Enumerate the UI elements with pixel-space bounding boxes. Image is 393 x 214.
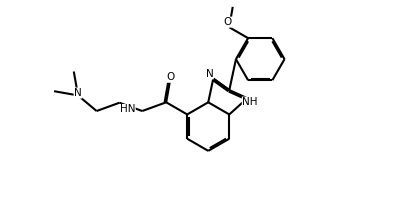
Text: O: O bbox=[224, 17, 232, 27]
Text: N: N bbox=[74, 88, 82, 98]
Text: N: N bbox=[206, 69, 213, 79]
Text: HN: HN bbox=[120, 104, 135, 114]
Text: NH: NH bbox=[242, 97, 258, 107]
Text: O: O bbox=[167, 72, 175, 82]
